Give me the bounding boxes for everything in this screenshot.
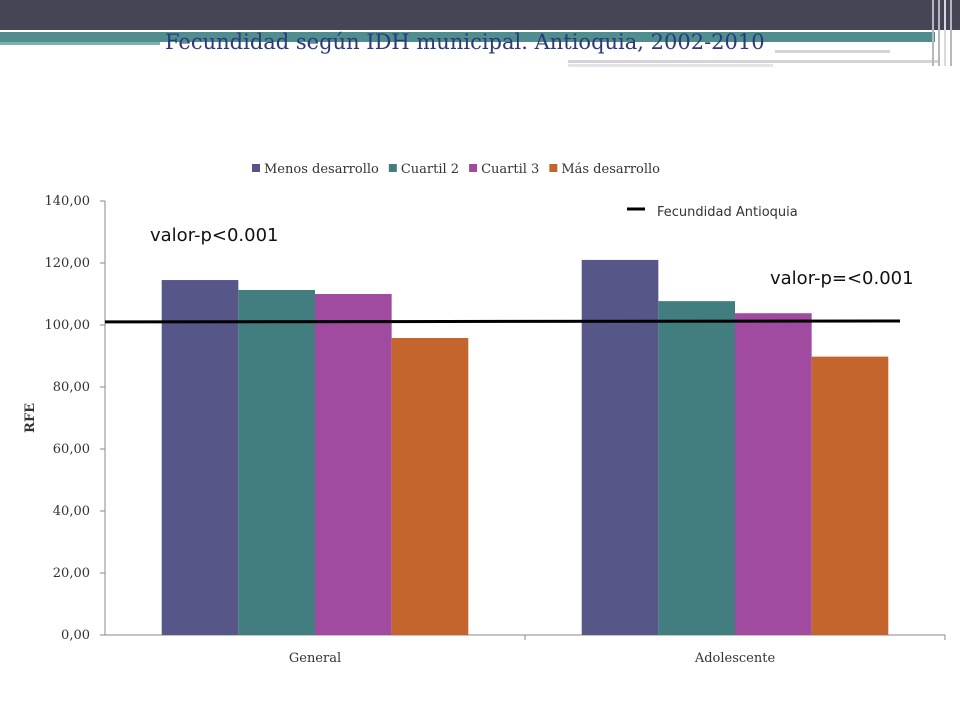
legend-label: Cuartil 3 xyxy=(481,162,539,177)
legend-swatch xyxy=(252,164,260,172)
slide-accent-bar-light xyxy=(0,42,160,45)
pvalue-general-label: valor-p<0.001 xyxy=(150,225,278,246)
reference-line-fecundidad-antioquia xyxy=(104,319,901,324)
y-tick-label: 20,00 xyxy=(53,566,90,581)
bar-m-s-desarrollo-adolescente xyxy=(811,356,889,635)
reference-line-group xyxy=(104,319,901,324)
y-axis-label: RFE xyxy=(23,403,38,433)
slide-title: Fecundidad según IDH municipal. Antioqui… xyxy=(165,30,765,54)
y-tick-label: 120,00 xyxy=(45,256,91,271)
legend-swatch xyxy=(469,164,478,172)
bar-m-s-desarrollo-general xyxy=(391,338,469,635)
decorative-vertical-lines xyxy=(932,0,954,66)
legend-swatch xyxy=(388,164,397,172)
decorative-line xyxy=(568,60,940,63)
slide-top-bar xyxy=(0,0,960,30)
bar-cuartil-3-adolescente xyxy=(735,313,812,635)
x-tick-label: Adolescente xyxy=(694,651,776,666)
chart-legend: Menos desarrollo Cuartil 2 Cuartil 3 Más de… xyxy=(252,162,660,177)
y-tick-label: 40,00 xyxy=(53,504,90,519)
y-tick-label: 60,00 xyxy=(53,442,90,457)
chart-bars xyxy=(161,259,889,635)
bar-cuartil-3-general xyxy=(315,294,392,635)
y-tick-label: 100,00 xyxy=(45,318,91,333)
x-tick-label: General xyxy=(289,651,341,666)
legend-label: Menos desarrollo xyxy=(264,162,379,177)
decorative-line xyxy=(775,50,890,53)
decorative-line xyxy=(568,64,773,67)
bar-menos-desarrollo-adolescente xyxy=(581,259,659,635)
bar-menos-desarrollo-general xyxy=(161,280,239,635)
bar-cuartil-2-general xyxy=(238,289,315,635)
legend-label: Cuartil 2 xyxy=(401,162,459,177)
legend-label: Más desarrollo xyxy=(561,162,660,177)
reference-legend-label: Fecundidad Antioquia xyxy=(657,205,798,220)
pvalue-adolescente-label: valor-p=<0.001 xyxy=(770,268,914,289)
bar-cuartil-2-adolescente xyxy=(658,301,735,635)
y-tick-label: 80,00 xyxy=(53,380,90,395)
y-tick-label: 0,00 xyxy=(61,628,90,643)
slide-accent-bar xyxy=(0,32,935,42)
y-tick-label: 140,00 xyxy=(45,194,91,209)
legend-swatch xyxy=(549,164,558,172)
